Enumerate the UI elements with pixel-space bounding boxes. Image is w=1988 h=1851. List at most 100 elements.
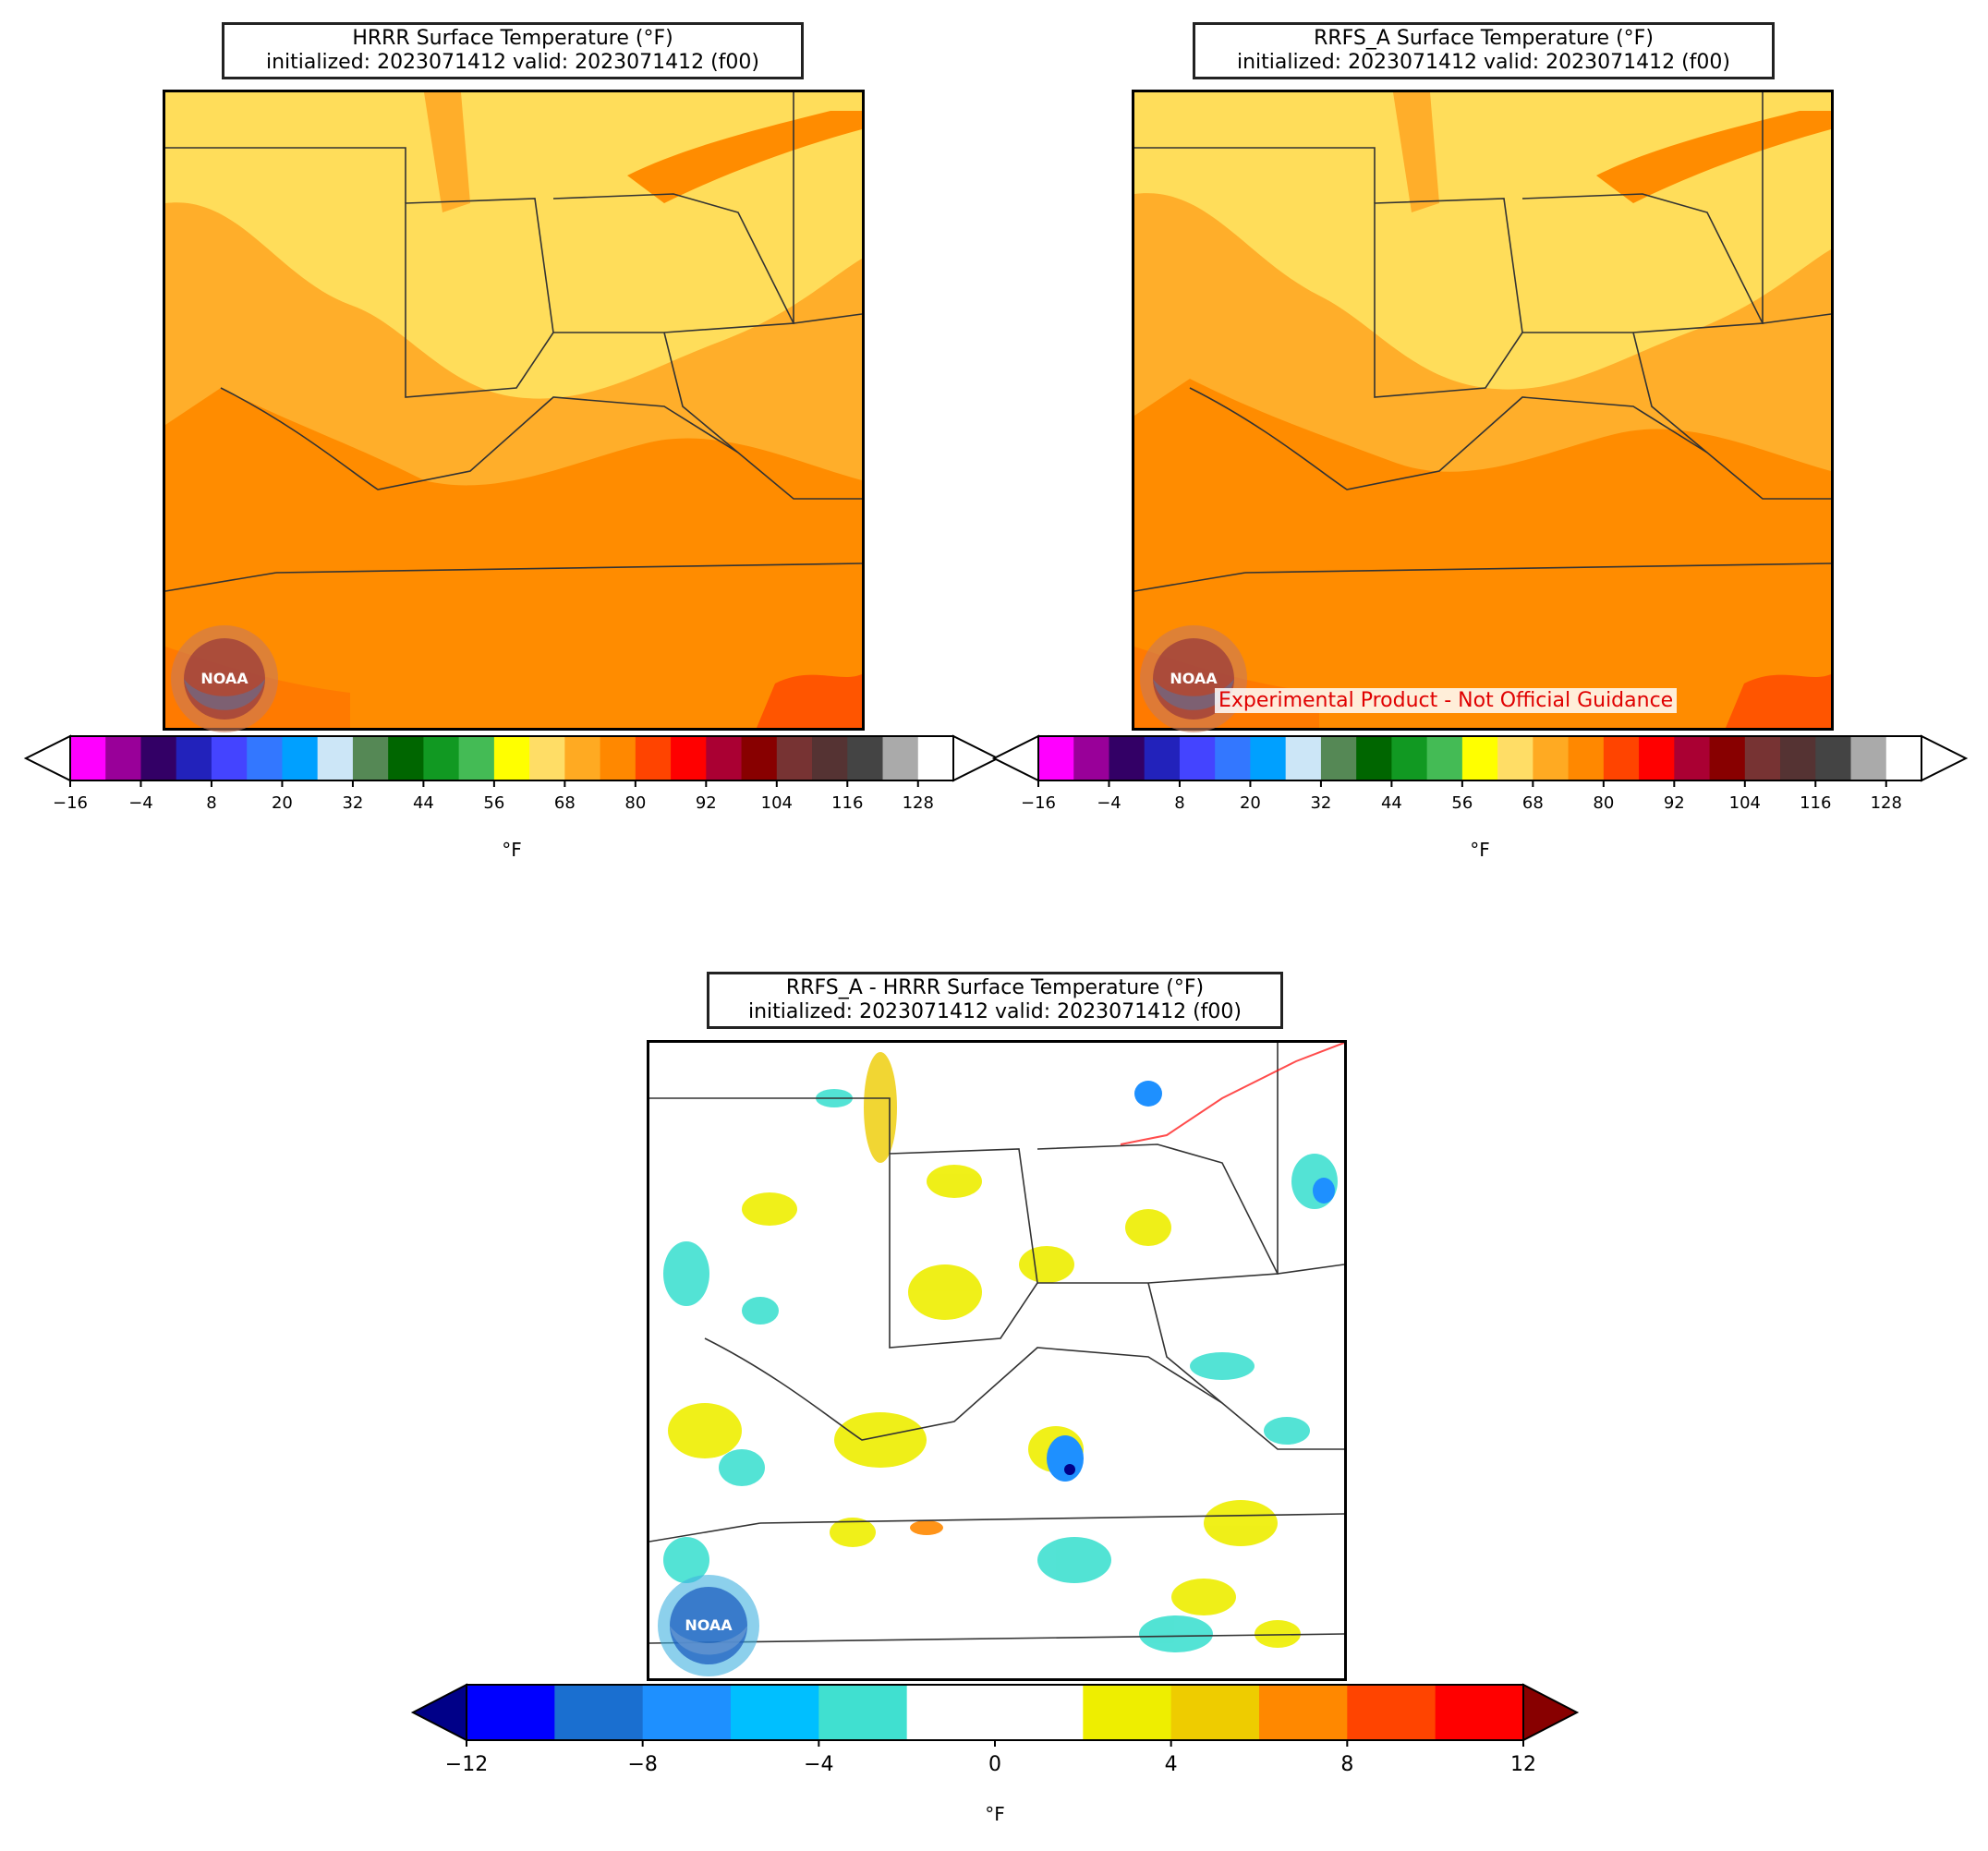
colorbar-tick-label: −4 bbox=[128, 793, 153, 813]
colorbar-tick-label: −4 bbox=[804, 1753, 834, 1776]
colorbar-tick-label: 44 bbox=[412, 793, 434, 813]
colorbar-swatch bbox=[741, 736, 778, 780]
colorbar-swatch bbox=[1391, 736, 1428, 780]
colorbar-tick-label: 4 bbox=[1164, 1753, 1178, 1776]
colorbar-tick-label: 8 bbox=[206, 793, 217, 813]
colorbar-tick-label: 92 bbox=[695, 793, 717, 813]
colorbar-extend-min bbox=[23, 734, 71, 782]
colorbar-tick-label: 32 bbox=[1310, 793, 1332, 813]
colorbar-swatch bbox=[1250, 736, 1287, 780]
colorbar-swatch bbox=[1885, 736, 1922, 780]
colorbar-swatch bbox=[1850, 736, 1887, 780]
diff-colorbar-unit: °F bbox=[985, 1803, 1005, 1825]
experimental-banner: Experimental Product - Not Official Guid… bbox=[1215, 688, 1678, 713]
colorbar-swatch bbox=[1533, 736, 1570, 780]
colorbar-tick-label: 116 bbox=[1800, 793, 1832, 813]
colorbar-swatch bbox=[635, 736, 672, 780]
rrfs-title-line2: initialized: 2023071412 valid: 202307141… bbox=[1237, 51, 1730, 74]
colorbar-tick-label: 128 bbox=[1870, 793, 1902, 813]
colorbar-swatch bbox=[1083, 1685, 1172, 1740]
colorbar-swatch bbox=[529, 736, 565, 780]
colorbar-swatch bbox=[247, 736, 283, 780]
colorbar-swatch bbox=[1603, 736, 1640, 780]
colorbar-tick-label: 80 bbox=[1593, 793, 1615, 813]
colorbar-extend-max bbox=[1522, 1683, 1580, 1742]
noaa-logo-text: NOAA bbox=[200, 670, 248, 687]
colorbar-tick-label: 104 bbox=[760, 793, 793, 813]
colorbar-extend-min bbox=[991, 734, 1039, 782]
diff-colorbar bbox=[410, 1683, 1580, 1747]
colorbar-outline bbox=[1037, 735, 1922, 781]
colorbar-swatch bbox=[642, 1685, 732, 1740]
colorbar-swatch bbox=[1744, 736, 1781, 780]
colorbar-tick-label: 8 bbox=[1174, 793, 1185, 813]
colorbar-swatch bbox=[1073, 736, 1109, 780]
colorbar-tick-label: 116 bbox=[831, 793, 864, 813]
colorbar-tick-label: 92 bbox=[1663, 793, 1685, 813]
colorbar-swatch bbox=[352, 736, 389, 780]
rrfs-colorbar bbox=[991, 734, 1969, 787]
colorbar-swatch bbox=[282, 736, 319, 780]
colorbar-tick-label: 32 bbox=[342, 793, 364, 813]
colorbar-swatch bbox=[1709, 736, 1746, 780]
colorbar-tick-label: −12 bbox=[444, 1753, 489, 1776]
colorbar-swatch bbox=[1038, 736, 1074, 780]
colorbar-swatch bbox=[1144, 736, 1181, 780]
colorbar-swatch bbox=[467, 1685, 555, 1740]
colorbar-extend-min bbox=[410, 1683, 467, 1742]
hrrr-colorbar bbox=[23, 734, 1000, 787]
colorbar-swatch bbox=[1426, 736, 1463, 780]
colorbar-swatch bbox=[140, 736, 177, 780]
noaa-logo-1: NOAA bbox=[164, 619, 285, 743]
colorbar-outline bbox=[69, 735, 954, 781]
colorbar-swatch bbox=[1259, 1685, 1348, 1740]
colorbar-swatch bbox=[1568, 736, 1605, 780]
colorbar-swatch bbox=[1435, 1685, 1524, 1740]
colorbar-swatch bbox=[1356, 736, 1392, 780]
colorbar-swatch bbox=[70, 736, 106, 780]
colorbar-tick-label: 68 bbox=[1521, 793, 1544, 813]
colorbar-swatch bbox=[1461, 736, 1498, 780]
noaa-logo-3: NOAA bbox=[649, 1570, 769, 1685]
diff-title: RRFS_A - HRRR Surface Temperature (°F) i… bbox=[707, 972, 1283, 1029]
colorbar-swatch bbox=[1170, 1685, 1260, 1740]
hrrr-colorbar-unit: °F bbox=[502, 839, 522, 861]
colorbar-swatch bbox=[995, 1685, 1084, 1740]
colorbar-tick-label: −8 bbox=[627, 1753, 658, 1776]
colorbar-swatch bbox=[458, 736, 495, 780]
colorbar-tick-label: 20 bbox=[271, 793, 293, 813]
colorbar-swatch bbox=[1320, 736, 1357, 780]
colorbar-swatch bbox=[1497, 736, 1533, 780]
colorbar-swatch bbox=[917, 736, 954, 780]
colorbar-swatch bbox=[211, 736, 248, 780]
colorbar-swatch bbox=[1780, 736, 1816, 780]
colorbar-extend-max bbox=[952, 734, 1000, 782]
colorbar-swatch bbox=[493, 736, 530, 780]
colorbar-swatch bbox=[847, 736, 884, 780]
noaa-logo-text: NOAA bbox=[1170, 670, 1218, 687]
colorbar-swatch bbox=[105, 736, 141, 780]
noaa-logo-text: NOAA bbox=[685, 1616, 733, 1634]
hrrr-title-line2: initialized: 2023071412 valid: 202307141… bbox=[266, 51, 759, 74]
colorbar-tick-label: 104 bbox=[1728, 793, 1761, 813]
rrfs-colorbar-unit: °F bbox=[1470, 839, 1490, 861]
colorbar-swatch bbox=[564, 736, 601, 780]
colorbar-swatch bbox=[176, 736, 212, 780]
colorbar-swatch bbox=[1109, 736, 1146, 780]
diff-title-line2: initialized: 2023071412 valid: 202307141… bbox=[748, 1000, 1242, 1023]
diff-map bbox=[647, 1040, 1347, 1681]
colorbar-swatch bbox=[1179, 736, 1216, 780]
hrrr-title: HRRR Surface Temperature (°F) initialize… bbox=[222, 22, 804, 79]
rrfs-title: RRFS_A Surface Temperature (°F) initiali… bbox=[1193, 22, 1775, 79]
colorbar-swatch bbox=[1674, 736, 1711, 780]
colorbar-extend-max bbox=[1921, 734, 1969, 782]
rrfs-map bbox=[1132, 90, 1834, 731]
colorbar-tick-label: −16 bbox=[1021, 793, 1056, 813]
colorbar-tick-label: −16 bbox=[53, 793, 88, 813]
colorbar-tick-label: 128 bbox=[902, 793, 934, 813]
colorbar-swatch bbox=[812, 736, 848, 780]
colorbar-swatch bbox=[706, 736, 743, 780]
colorbar-swatch bbox=[423, 736, 460, 780]
colorbar-tick-label: 56 bbox=[483, 793, 505, 813]
colorbar-swatch bbox=[1215, 736, 1251, 780]
